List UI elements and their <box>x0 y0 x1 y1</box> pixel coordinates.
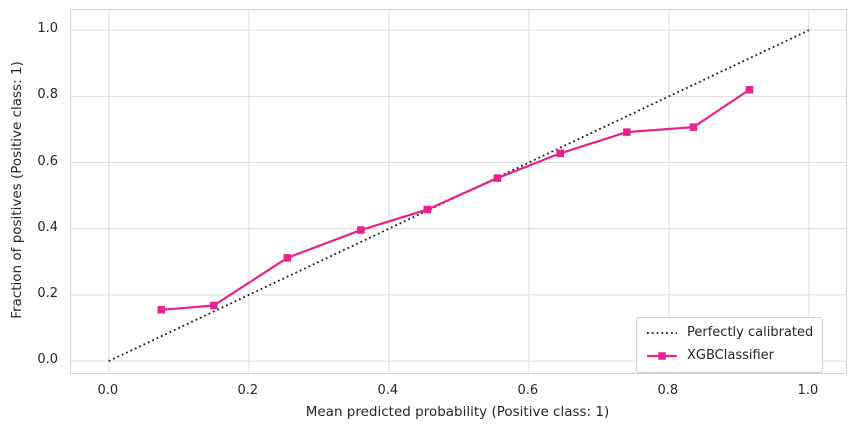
x-axis-label: Mean predicted probability (Positive cla… <box>305 404 610 420</box>
x-tick-label: 1.0 <box>797 383 819 398</box>
x-tick-label: 0.8 <box>657 383 679 398</box>
data-point-marker <box>556 149 565 158</box>
data-point-marker <box>745 85 754 94</box>
data-point-marker <box>623 128 631 136</box>
xgbclassifier-line <box>161 88 750 311</box>
x-tick-label: 0.2 <box>237 383 259 398</box>
line-marker-sample <box>647 352 677 360</box>
y-tick-label: 0.8 <box>37 87 58 103</box>
y-tick-label: 0.6 <box>37 153 58 169</box>
legend-item-perfectly-calibrated: Perfectly calibrated <box>646 323 813 343</box>
legend-label-perfectly-calibrated: Perfectly calibrated <box>687 325 814 340</box>
y-tick-label: 0.0 <box>37 352 58 368</box>
x-tick-label: 0.0 <box>97 383 119 398</box>
legend-label-xgbclassifier: XGBClassifier <box>687 348 775 363</box>
legend-item-xgbclassifier: XGBClassifier <box>646 346 813 366</box>
legend-sample-marker <box>658 352 666 360</box>
data-point-marker <box>210 301 218 310</box>
dotted-line-sample <box>647 332 677 334</box>
data-point-marker <box>357 226 365 234</box>
y-tick-label: 1.0 <box>37 21 58 37</box>
legend: Perfectly calibrated XGBClassifier <box>636 317 824 373</box>
data-point-marker <box>157 306 166 314</box>
data-point-marker <box>283 254 292 262</box>
data-point-marker <box>493 174 502 182</box>
x-tick-label: 0.4 <box>377 383 399 398</box>
data-point-marker <box>689 123 698 131</box>
y-tick-label: 0.2 <box>37 285 58 301</box>
y-tick-label: 0.4 <box>37 219 58 235</box>
data-point-marker <box>423 205 432 214</box>
x-tick-label: 0.6 <box>517 383 539 398</box>
